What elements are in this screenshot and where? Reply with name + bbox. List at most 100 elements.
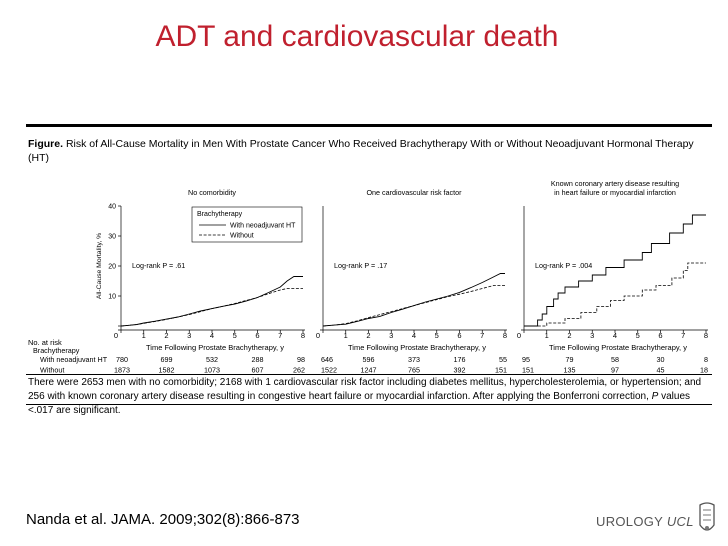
panel-1-x-tick-label: 4 <box>210 331 214 340</box>
brand-wordmark: UROLOGY UCL <box>596 514 694 529</box>
panel-1-y-axis-label: All-Cause Mortality, % <box>96 233 103 299</box>
panel-2-x-tick-label: 6 <box>457 331 461 340</box>
panel-2-title: One cardiovascular risk factor <box>366 188 462 197</box>
panel-2-series-without-line <box>322 285 505 327</box>
panel-1-series-without-line <box>120 288 303 327</box>
slide-title: ADT and cardiovascular death <box>0 20 728 54</box>
panel-1-series-with-neoadjuvant-ht-line <box>120 276 303 327</box>
panel-2-x-axis-label: Time Following Prostate Brachytherapy, y <box>348 343 486 352</box>
panel-3-at-risk-without-value: 135 <box>564 366 576 375</box>
panel-1-at-risk-with-value: 699 <box>161 355 173 364</box>
panel-3-x-tick-label: 1 <box>545 331 549 340</box>
at-risk-heading: No. at risk <box>28 338 62 347</box>
panel-3-x-tick-label: 6 <box>658 331 662 340</box>
figure-top-rule <box>26 124 712 127</box>
at-risk-subheading: Brachytherapy <box>33 346 80 355</box>
panel-1-y-tick-label: 10 <box>108 294 116 301</box>
panel-3-at-risk-with-value: 79 <box>566 355 574 364</box>
panel-3-x-tick-label: 5 <box>636 331 640 340</box>
panel-1-x-tick-label: 6 <box>255 331 259 340</box>
panel-2-at-risk-without-value: 765 <box>408 366 420 375</box>
panel-3-title-line-1: Known coronary artery disease resulting <box>551 179 679 188</box>
footnote-text-a: There were 2653 men with no comorbidity;… <box>28 377 702 402</box>
figure-bottom-rule <box>26 404 712 405</box>
slide-title-text: ADT and cardiovascular death <box>155 20 559 53</box>
panel-1-legend-entry: With neoadjuvant HT <box>230 223 296 230</box>
panel-3-at-risk-with-value: 8 <box>704 355 708 364</box>
panel-1-y-tick-label: 30 <box>108 234 116 241</box>
panel-2-at-risk-without-value: 392 <box>454 366 466 375</box>
panel-1-at-risk-without-value: 1073 <box>204 366 220 375</box>
panel-2-series-with-neoadjuvant-ht-line <box>322 273 505 327</box>
footnote-p: P <box>651 391 659 402</box>
panel-2-x-tick-label: 2 <box>366 331 370 340</box>
figure-divider <box>26 374 712 375</box>
figure-caption: Figure. Risk of All-Cause Mortality in M… <box>28 137 708 165</box>
panel-2-at-risk-without-value: 1247 <box>361 366 377 375</box>
panel-1-x-tick-label: 0 <box>114 331 118 340</box>
panel-1-at-risk-without-value: 1873 <box>114 366 130 375</box>
panel-1-at-risk-with-value: 532 <box>206 355 218 364</box>
panel-2-at-risk-with-value: 646 <box>321 355 333 364</box>
panel-3-x-tick-label: 0 <box>517 331 521 340</box>
panel-1-y-tick-label: 20 <box>108 264 116 271</box>
panel-2-x-tick-label: 7 <box>480 331 484 340</box>
panel-2-x-tick-label: 4 <box>412 331 416 340</box>
ucl-crest-icon <box>699 502 715 531</box>
panel-3-x-tick-label: 7 <box>681 331 685 340</box>
panel-1-y-tick-label: 40 <box>108 204 116 211</box>
panel-1-title: No comorbidity <box>188 188 236 197</box>
panel-3-at-risk-without-value: 97 <box>611 366 619 375</box>
panel-1-at-risk-with-value: 98 <box>297 355 305 364</box>
panel-2-x-tick-label: 8 <box>503 331 507 340</box>
citation: Nanda et al. JAMA. 2009;302(8):866-873 <box>26 511 300 528</box>
figure-caption-text: Risk of All-Cause Mortality in Men With … <box>28 138 694 164</box>
panel-2-at-risk-without-value: 151 <box>495 366 507 375</box>
panel-3-x-axis-label: Time Following Prostate Brachytherapy, y <box>549 343 687 352</box>
panel-3-at-risk-with-value: 58 <box>611 355 619 364</box>
panel-2-at-risk-with-value: 55 <box>499 355 507 364</box>
panel-3-x-tick-label: 8 <box>704 331 708 340</box>
panel-3-at-risk-without-value: 45 <box>657 366 665 375</box>
panel-2-at-risk-with-value: 373 <box>408 355 420 364</box>
panel-1-legend-entry: Without <box>230 233 254 240</box>
panel-3-at-risk-without-value: 151 <box>522 366 534 375</box>
panel-2-x-tick-label: 5 <box>435 331 439 340</box>
panel-2-at-risk-without-value: 1522 <box>321 366 337 375</box>
panel-1-log-rank-annotation: Log-rank P = .61 <box>132 261 185 270</box>
panel-1-x-tick-label: 8 <box>301 331 305 340</box>
panel-1-at-risk-without-value: 262 <box>293 366 305 375</box>
panel-2-x-tick-label: 3 <box>389 331 393 340</box>
panel-1-x-tick-label: 7 <box>278 331 282 340</box>
footnote-text-b: values <.017 are significant. <box>28 391 691 416</box>
panel-1-x-tick-label: 3 <box>187 331 191 340</box>
panel-1-legend-title: Brachytherapy <box>197 211 243 218</box>
panel-2-log-rank-annotation: Log-rank P = .17 <box>334 261 387 270</box>
panel-3-series-with-neoadjuvant-ht-line <box>524 214 706 327</box>
panel-1-at-risk-with-value: 288 <box>252 355 264 364</box>
panel-3-x-tick-label: 2 <box>567 331 571 340</box>
panel-1-legend-box <box>191 206 303 243</box>
panel-2-at-risk-with-value: 596 <box>363 355 375 364</box>
panel-3-series-without-line <box>524 262 706 327</box>
figure-label: Figure. <box>28 138 64 150</box>
at-risk-row-label-with: With neoadjuvant HT <box>40 355 108 364</box>
brand-italic: UCL <box>666 514 694 529</box>
panel-1-at-risk-without-value: 607 <box>252 366 264 375</box>
panel-3-title-line-2: in heart failure or myocardial infarctio… <box>554 188 676 197</box>
figure-footnote: There were 2653 men with no comorbidity;… <box>28 376 718 418</box>
panel-1-x-tick-label: 2 <box>164 331 168 340</box>
panel-3-x-tick-label: 3 <box>590 331 594 340</box>
panel-1-at-risk-without-value: 1582 <box>159 366 175 375</box>
panel-1-x-tick-label: 5 <box>233 331 237 340</box>
panel-3-at-risk-without-value: 18 <box>700 366 708 375</box>
panel-3-x-tick-label: 4 <box>613 331 617 340</box>
panel-1-x-tick-label: 1 <box>142 331 146 340</box>
panel-1-at-risk-with-value: 780 <box>116 355 128 364</box>
brand-text: UROLOGY <box>596 514 663 529</box>
panel-2-x-tick-label: 1 <box>344 331 348 340</box>
panel-1-x-axis-label: Time Following Prostate Brachytherapy, y <box>146 343 284 352</box>
panel-3-at-risk-with-value: 95 <box>522 355 530 364</box>
panel-2-at-risk-with-value: 176 <box>454 355 466 364</box>
